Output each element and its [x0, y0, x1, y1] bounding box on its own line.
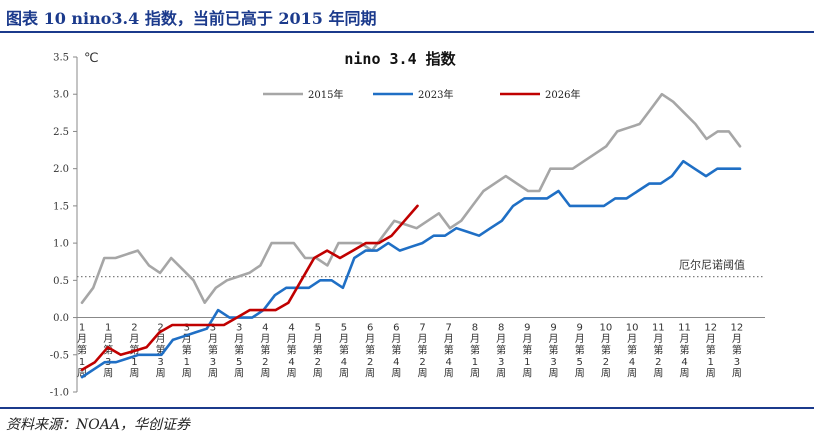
legend-label: 2015年: [308, 88, 343, 101]
x-tick-label: 5 月第 2 周: [313, 323, 323, 380]
footer-rule: [0, 407, 814, 409]
legend-label: 2026年: [545, 88, 580, 101]
x-tick-label: 12 月第 3 周: [731, 323, 744, 380]
x-tick-label: 4 月第 4 周: [287, 323, 297, 380]
y-tick-label: 1.5: [53, 201, 69, 212]
legend-label: 2023年: [418, 88, 453, 101]
y-tick-label: 2.5: [53, 127, 69, 138]
y-tick-label: 0.0: [53, 313, 69, 324]
x-tick-label: 9 月第 5 周: [575, 323, 585, 380]
x-tick-label: 10 月第 4 周: [626, 323, 639, 380]
series-layer: [80, 92, 742, 379]
x-tick-label: 7 月第 4 周: [444, 323, 454, 380]
x-tick-label: 10 月第 2 周: [600, 323, 613, 380]
y-tick-label: 3.0: [53, 90, 69, 101]
y-unit-label: ℃: [84, 51, 99, 66]
x-tick-label: 6 月第 4 周: [391, 323, 401, 380]
x-tick-label: 4 月第 2 周: [260, 323, 270, 380]
header-rule: [0, 31, 814, 33]
y-tick-label: -0.5: [50, 350, 69, 361]
y-tick-label: 3.5: [53, 53, 69, 64]
series-line-2: [80, 159, 742, 379]
x-tick-label: 2 月第 3 周: [156, 323, 166, 380]
y-tick-label: 2.0: [53, 164, 69, 175]
figure-header: 图表 10 nino3.4 指数，当前已高于 2015 年同期: [0, 0, 814, 34]
chart-title: nino 3.4 指数: [344, 50, 456, 68]
series-line-3: [80, 204, 419, 372]
x-tick-label: 3 月第 1 周: [182, 323, 192, 380]
x-tick-label: 8 月第 3 周: [496, 323, 506, 380]
x-tick-label: 12 月第 1 周: [704, 323, 717, 380]
x-tick-label: 6 月第 2 周: [365, 323, 375, 380]
x-tick-label: 7 月第 2 周: [418, 323, 428, 380]
axes: -1.0-0.50.00.51.01.52.02.53.03.51 月第 1 周1 月第…: [50, 53, 765, 399]
nino34-line-chart: nino 3.4 指数 ℃ -1.0 -0.5 0.0 0.5 1.0 1.5 2.0 2.5…: [50, 50, 765, 399]
x-tick-label: 1 月第 1 周: [77, 323, 87, 380]
x-tick-label: 9 月第 3 周: [549, 323, 559, 380]
x-tick-label: 9 月第 1 周: [522, 323, 532, 380]
x-tick-label: 8 月第 1 周: [470, 323, 480, 380]
series-line-1: [80, 92, 742, 305]
x-tick-label: 3 月第 5 周: [234, 323, 244, 380]
x-tick-label: 11 月第 4 周: [678, 323, 691, 380]
source-note: 资料来源：NOAA，华创证券: [6, 417, 190, 433]
y-tick-label: -1.0: [50, 388, 69, 399]
x-tick-label: 11 月第 2 周: [652, 323, 665, 380]
figure-title: 图表 10 nino3.4 指数，当前已高于 2015 年同期: [6, 9, 377, 28]
x-tick-label: 3 月第 3 周: [208, 323, 218, 380]
threshold-label: 厄尔尼诺阈值: [679, 258, 745, 272]
y-tick-label: 1.0: [53, 239, 69, 250]
y-tick-label: 0.5: [53, 276, 69, 287]
x-tick-label: 5 月第 4 周: [339, 323, 349, 380]
legend: 2015年 2023年 2026年: [263, 88, 580, 101]
